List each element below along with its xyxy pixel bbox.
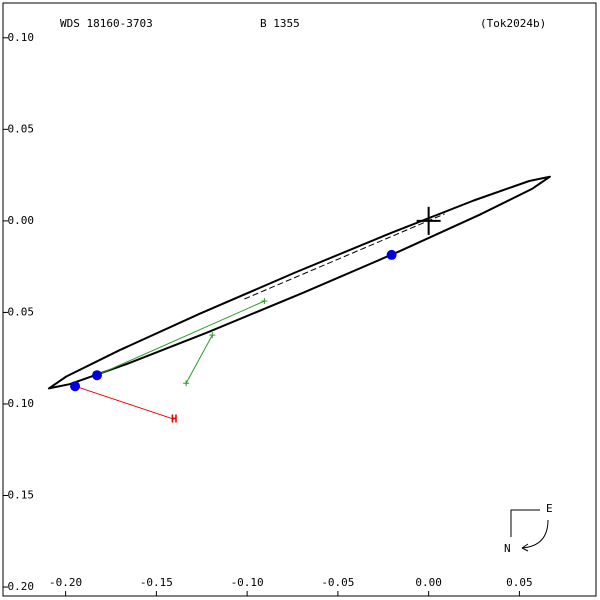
x-tick-label: -0.05: [321, 576, 354, 589]
x-tick-label: -0.10: [231, 576, 264, 589]
x-tick-label: 0.00: [415, 576, 442, 589]
x-tick-label: -0.20: [49, 576, 82, 589]
line-of-nodes: [244, 213, 445, 300]
compass-arrowhead: [521, 543, 529, 552]
h-residual: [74, 385, 175, 420]
compass-arrow: [521, 519, 549, 549]
chart-subtitle: B 1355: [260, 17, 300, 30]
measure-dot: [70, 381, 81, 392]
compass: E N: [504, 502, 553, 555]
compass-east: E: [546, 502, 553, 515]
compass-north: N: [504, 542, 511, 555]
green-segment: [96, 300, 265, 376]
y-tick-label: 0.00: [8, 214, 35, 227]
compass-axes: [510, 509, 540, 537]
y-tick-label: -0.05: [1, 305, 34, 318]
x-tick-label: -0.15: [140, 576, 173, 589]
chart-title: WDS 18160-3703: [60, 17, 153, 30]
y-tick-label: -0.10: [1, 397, 34, 410]
green-plus: [261, 298, 268, 305]
reference: (Tok2024b): [480, 17, 546, 30]
x-tick-label: 0.05: [506, 576, 533, 589]
h-label: H: [171, 412, 178, 425]
green-plus: [183, 380, 190, 387]
measure-dot: [386, 249, 397, 260]
y-tick-label: 0.05: [8, 122, 35, 135]
orbit: [47, 175, 551, 390]
green-plus: [209, 332, 216, 339]
y-tick-label: 0.10: [8, 31, 35, 44]
y-tick-label: -0.15: [1, 488, 34, 501]
y-tick-label: -0.20: [1, 580, 34, 593]
green-segment: [185, 334, 213, 384]
primary-star: [416, 206, 441, 235]
measure-dot: [92, 370, 103, 381]
